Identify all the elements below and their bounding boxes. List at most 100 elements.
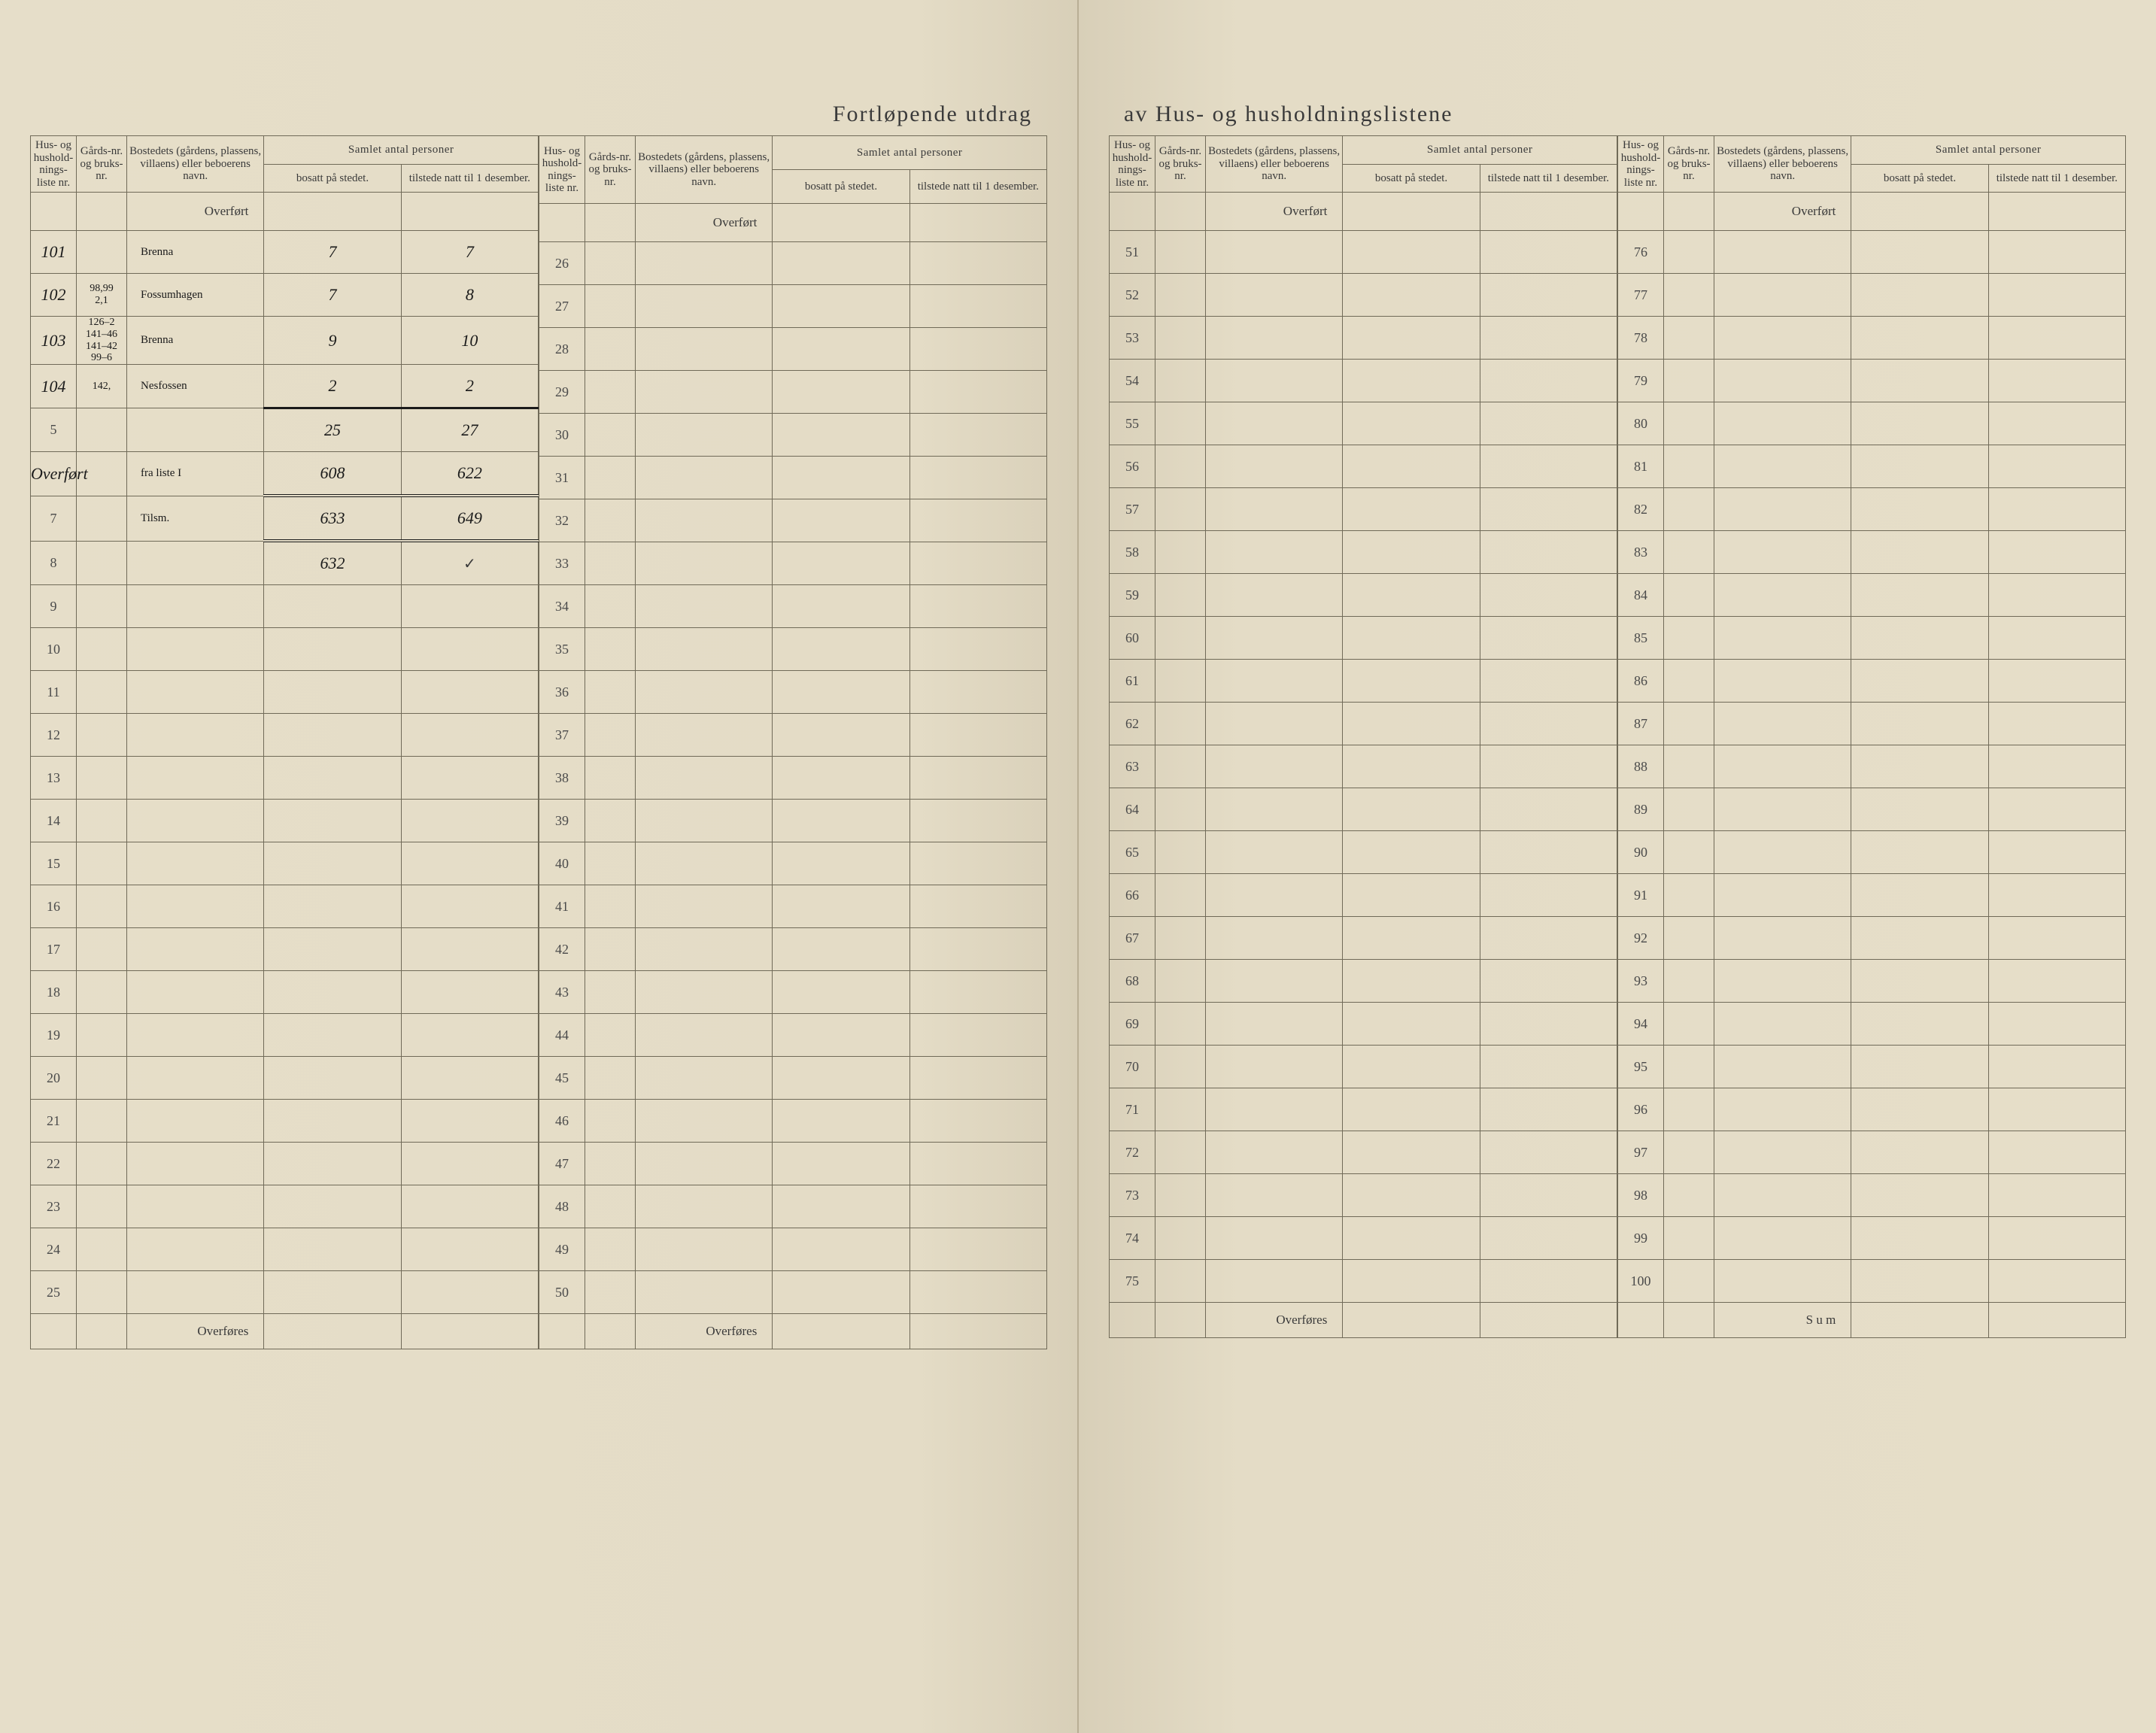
row-number: 79: [1634, 373, 1647, 388]
row-number: 8: [50, 555, 57, 570]
row-number: 64: [1125, 802, 1139, 817]
hdr-tilstede: tilstede natt til 1 desember.: [401, 164, 538, 193]
hdr-liste: Hus- og hushold-nings-liste nr.: [1618, 136, 1664, 193]
table-row: 27: [539, 285, 1047, 328]
hdr-liste: Hus- og hushold-nings-liste nr.: [539, 136, 585, 204]
table-row: 76: [1618, 231, 2126, 274]
row-number: 66: [1125, 888, 1139, 903]
row-number: 61: [1125, 673, 1139, 688]
row-number: 23: [47, 1199, 60, 1214]
row-number: 76: [1634, 244, 1647, 259]
hdr-group: Samlet antal personer: [1851, 136, 2126, 165]
row-number: 80: [1634, 416, 1647, 431]
gard-handwritten: 142,: [93, 381, 111, 392]
table-row: 101 Brenna 7 7: [31, 231, 539, 274]
table-row: 73: [1110, 1174, 1617, 1217]
row-number: 40: [555, 856, 569, 871]
table-row: 97: [1618, 1131, 2126, 1174]
table-row: 20: [31, 1057, 539, 1100]
bosatt-value: 2: [328, 376, 336, 395]
row-number: 33: [555, 556, 569, 571]
table-row: 29: [539, 371, 1047, 414]
row-number: 91: [1634, 888, 1647, 903]
overfort-label: Overført: [1206, 193, 1343, 231]
name-handwritten: Tilsm.: [141, 512, 169, 524]
liste-handwritten: 102: [41, 285, 66, 304]
row-number: 9: [50, 599, 57, 614]
table-row: 74: [1110, 1217, 1617, 1260]
table-row: 35: [539, 628, 1047, 671]
table-row: 49: [539, 1228, 1047, 1271]
tilstede-value: ✓: [463, 556, 476, 572]
bosatt-value: 7: [328, 242, 336, 261]
table-row: 57: [1110, 488, 1617, 531]
row-number: 67: [1125, 930, 1139, 945]
row-number: 36: [555, 684, 569, 700]
row-number: 82: [1634, 502, 1647, 517]
row-number: 45: [555, 1070, 569, 1085]
row-number: 90: [1634, 845, 1647, 860]
table-row: 93: [1618, 960, 2126, 1003]
row-number: 17: [47, 942, 60, 957]
table-row: 63: [1110, 745, 1617, 788]
hdr-tilstede: tilstede natt til 1 desember.: [1988, 164, 2125, 193]
panel-c: Hus- og hushold-nings-liste nr. Gårds-nr…: [1109, 135, 1617, 1338]
row-number: 18: [47, 985, 60, 1000]
tilstede-value: 649: [457, 508, 482, 527]
table-row: 7 Tilsm. 633 649: [31, 496, 539, 541]
footer-label: Overføres: [636, 1314, 773, 1349]
table-row: 25: [31, 1271, 539, 1314]
row-number: 69: [1125, 1016, 1139, 1031]
row-number: 87: [1634, 716, 1647, 731]
table-row: 48: [539, 1185, 1047, 1228]
table-row: 45: [539, 1057, 1047, 1100]
row-number: 97: [1634, 1145, 1647, 1160]
left-dual-tables: Hus- og hushold-nings-liste nr. Gårds-nr…: [30, 135, 1047, 1349]
row-number: 63: [1125, 759, 1139, 774]
table-row: 72: [1110, 1131, 1617, 1174]
table-row: 26: [539, 242, 1047, 285]
row-number: 12: [47, 727, 60, 742]
table-row: 71: [1110, 1088, 1617, 1131]
name-handwritten: Nesfossen: [141, 380, 187, 392]
row-number: 94: [1634, 1016, 1647, 1031]
row-number: 52: [1125, 287, 1139, 302]
table-row: 68: [1110, 960, 1617, 1003]
table-row: 56: [1110, 445, 1617, 488]
hdr-name: Bostedets (gårdens, plassens, villaens) …: [127, 136, 264, 193]
table-row: 103 126–2141–46141–4299–6 Brenna 9 10: [31, 317, 539, 365]
table-row: 92: [1618, 917, 2126, 960]
row-number: 93: [1634, 973, 1647, 988]
bosatt-value: 9: [328, 331, 336, 350]
hdr-tilstede: tilstede natt til 1 desember.: [1480, 164, 1617, 193]
table-row: 40: [539, 842, 1047, 885]
footer-label: S u m: [1714, 1303, 1851, 1338]
row-number: 26: [555, 256, 569, 271]
table-row: 81: [1618, 445, 2126, 488]
tilstede-value: 8: [466, 285, 474, 304]
table-row: 8 632 ✓: [31, 541, 539, 585]
right-dual-tables: Hus- og hushold-nings-liste nr. Gårds-nr…: [1109, 135, 2126, 1338]
table-row: 23: [31, 1185, 539, 1228]
row-number: 95: [1634, 1059, 1647, 1074]
liste-handwritten: 103: [41, 331, 66, 350]
table-row: 31: [539, 457, 1047, 499]
row-number: 39: [555, 813, 569, 828]
table-row: 53: [1110, 317, 1617, 360]
row-number: 31: [555, 470, 569, 485]
hdr-name: Bostedets (gårdens, plassens, villaens) …: [1714, 136, 1851, 193]
table-row: 87: [1618, 703, 2126, 745]
page-left: Fortløpende utdrag Hus- og hushold-nings…: [0, 0, 1078, 1733]
name-handwritten: Brenna: [141, 334, 173, 346]
row-number: 24: [47, 1242, 60, 1257]
row-number: 28: [555, 341, 569, 357]
bosatt-value: 7: [328, 285, 336, 304]
table-row: 19: [31, 1014, 539, 1057]
row-number: 22: [47, 1156, 60, 1171]
table-row: 65: [1110, 831, 1617, 874]
title-left: Fortløpende utdrag: [833, 102, 1032, 127]
row-number: 38: [555, 770, 569, 785]
hdr-tilstede: tilstede natt til 1 desember.: [909, 170, 1046, 204]
bosatt-value: 632: [320, 554, 345, 572]
hdr-liste: Hus- og hushold-nings-liste nr.: [31, 136, 77, 193]
